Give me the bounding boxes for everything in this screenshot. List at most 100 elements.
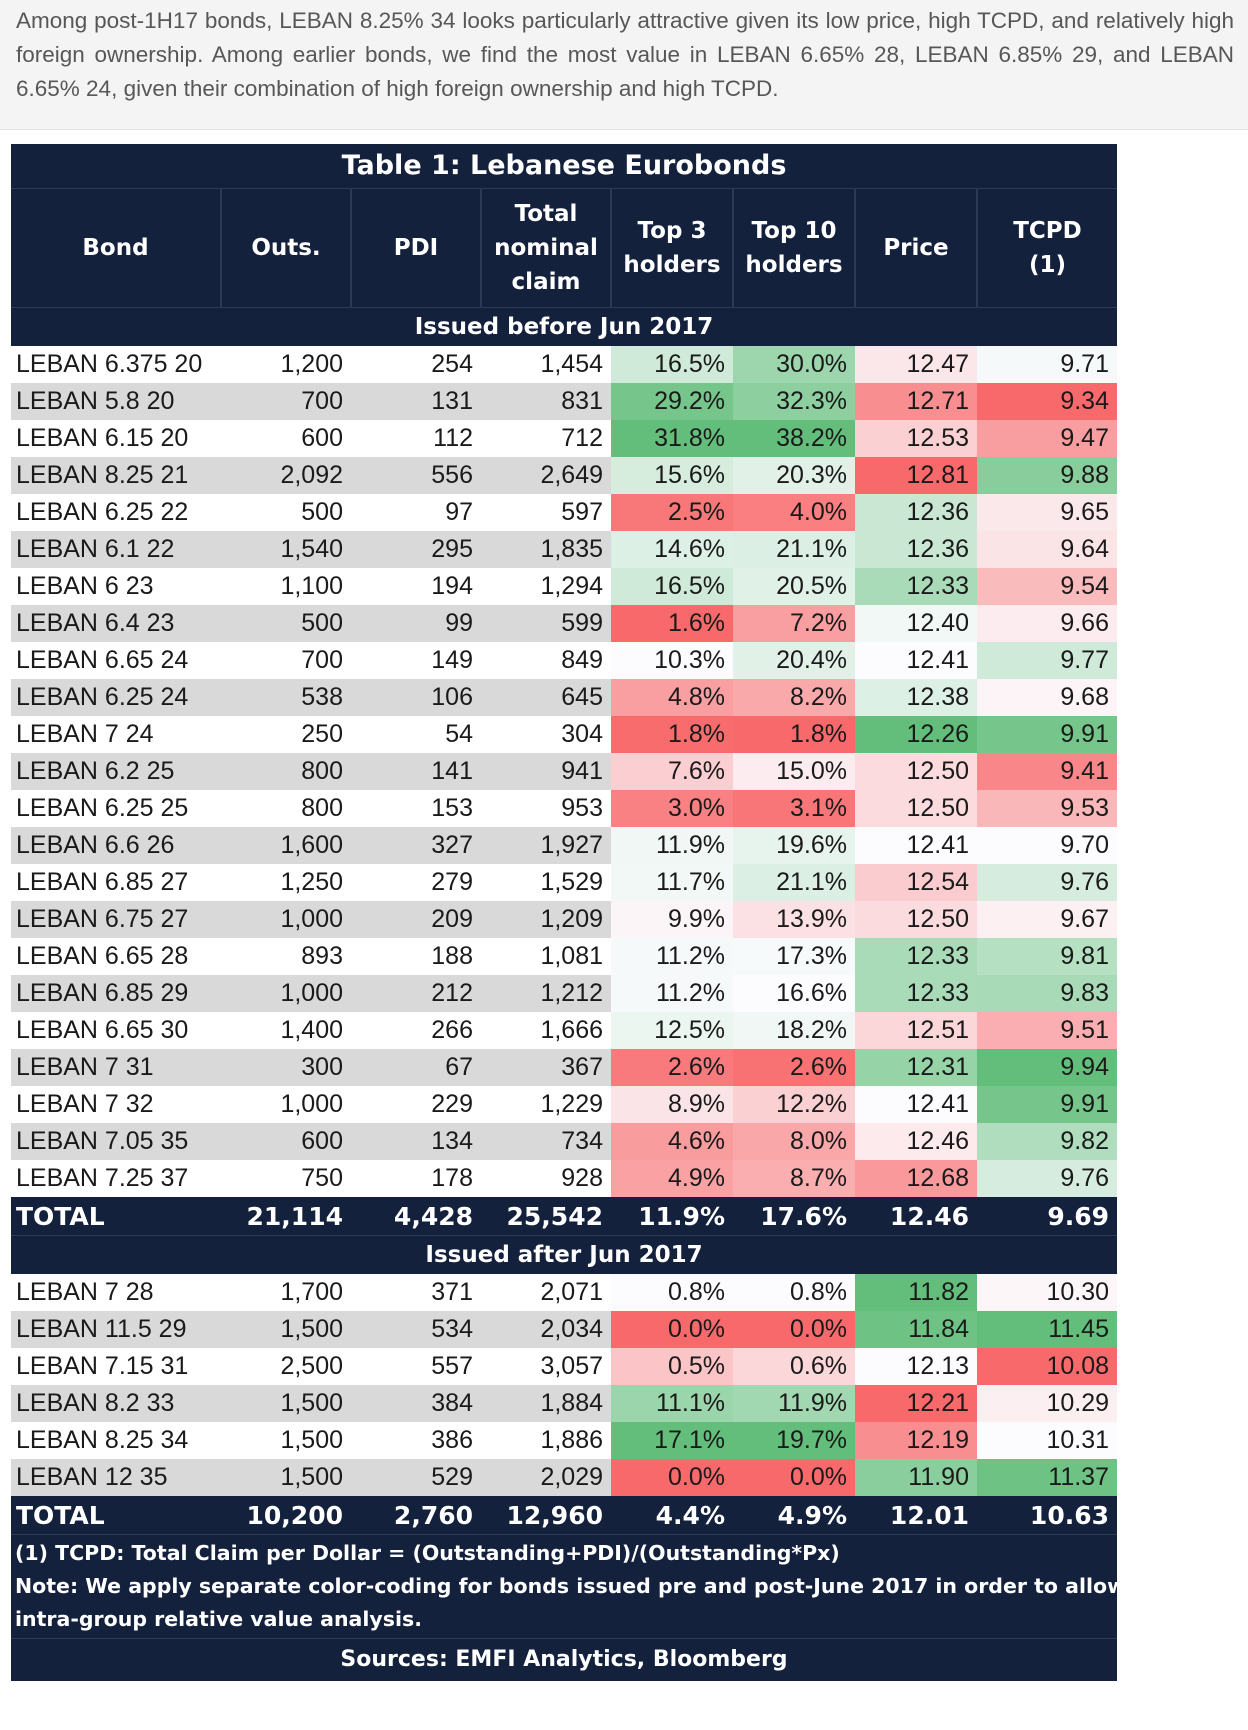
table-row: LEBAN 7 28 1,700 371 2,071 0.8% 0.8% 11.82 10.3… — [11, 1274, 1117, 1311]
cell-outstanding: 1,000 — [221, 975, 351, 1012]
cell-top10: 20.5% — [733, 568, 855, 605]
cell-total-claim: 1,835 — [481, 531, 611, 568]
cell-pdi: 209 — [351, 901, 481, 938]
cell-price: 12.68 — [855, 1160, 977, 1197]
cell-tcpd: 9.81 — [977, 938, 1117, 975]
cell-total-claim: 1,454 — [481, 346, 611, 383]
cell-price: 12.46 — [855, 1123, 977, 1160]
header-outstanding: Outs. — [220, 188, 351, 308]
cell-outstanding: 2,500 — [221, 1348, 351, 1385]
cell-tcpd: 9.91 — [977, 716, 1117, 753]
header-bond: Bond — [11, 188, 221, 308]
cell-bond: LEBAN 5.8 20 — [11, 383, 221, 420]
cell-bond: LEBAN 6.2 25 — [11, 753, 221, 790]
table-row: LEBAN 6.375 20 1,200 254 1,454 16.5% 30.0% 12.… — [11, 346, 1117, 383]
cell-outstanding: 800 — [221, 790, 351, 827]
cell-tcpd: 9.66 — [977, 605, 1117, 642]
cell-total-claim: 734 — [481, 1123, 611, 1160]
cell-top10: 1.8% — [733, 716, 855, 753]
cell-top10: 4.0% — [733, 494, 855, 531]
cell-price: 12.50 — [855, 753, 977, 790]
cell-price: 12.33 — [855, 568, 977, 605]
cell-total-claim: 645 — [481, 679, 611, 716]
cell-pdi: 106 — [351, 679, 481, 716]
cell-top10: 21.1% — [733, 864, 855, 901]
cell-top10: 18.2% — [733, 1012, 855, 1049]
table-row: LEBAN 6.2 25 800 141 941 7.6% 15.0% 12.50 9.41 — [11, 753, 1117, 790]
cell-total-claim: 941 — [481, 753, 611, 790]
cell-tcpd: 9.64 — [977, 531, 1117, 568]
cell-top10: 0.8% — [733, 1274, 855, 1311]
cell-outstanding: 1,700 — [221, 1274, 351, 1311]
cell-outstanding: 1,600 — [221, 827, 351, 864]
cell-top3: 8.9% — [611, 1086, 733, 1123]
cell-tcpd: 9.67 — [977, 901, 1117, 938]
cell-top3: 14.6% — [611, 531, 733, 568]
cell-outstanding: 700 — [221, 642, 351, 679]
cell-pdi: 295 — [351, 531, 481, 568]
cell-top10: 32.3% — [733, 383, 855, 420]
cell-total-claim: 1,886 — [481, 1422, 611, 1459]
cell-pdi: 134 — [351, 1123, 481, 1160]
cell-total-claim: 2,649 — [481, 457, 611, 494]
cell-pdi: 54 — [351, 716, 481, 753]
cell-tcpd: 9.70 — [977, 827, 1117, 864]
cell-price: 12.36 — [855, 531, 977, 568]
cell-price: 12.53 — [855, 420, 977, 457]
cell-total-claim: 1,212 — [481, 975, 611, 1012]
cell-bond: LEBAN 6.6 26 — [11, 827, 221, 864]
table-row: LEBAN 11.5 29 1,500 534 2,034 0.0% 0.0% 11.84 1… — [11, 1311, 1117, 1348]
cell-price: 11.82 — [855, 1274, 977, 1311]
cell-total-claim: 2,071 — [481, 1274, 611, 1311]
table-row: LEBAN 7 24 250 54 304 1.8% 1.8% 12.26 9.91 — [11, 716, 1117, 753]
cell-top10: 30.0% — [733, 346, 855, 383]
cell-bond: LEBAN 6.25 22 — [11, 494, 221, 531]
cell-bond: LEBAN 6.75 27 — [11, 901, 221, 938]
cell-tcpd: 9.76 — [977, 1160, 1117, 1197]
cell-total-claim: 712 — [481, 420, 611, 457]
cell-tcpd: 9.94 — [977, 1049, 1117, 1086]
cell-tcpd: 9.88 — [977, 457, 1117, 494]
cell-tcpd: 9.77 — [977, 642, 1117, 679]
cell-tcpd: 11.37 — [977, 1459, 1117, 1496]
cell-total-claim: 1,294 — [481, 568, 611, 605]
cell-top3: 4.9% — [611, 1160, 733, 1197]
cell-outstanding: 750 — [221, 1160, 351, 1197]
cell-total-claim: 3,057 — [481, 1348, 611, 1385]
cell-bond: LEBAN 7 28 — [11, 1274, 221, 1311]
cell-pdi: 178 — [351, 1160, 481, 1197]
cell-outstanding: 300 — [221, 1049, 351, 1086]
cell-price: 12.13 — [855, 1348, 977, 1385]
cell-price: 12.40 — [855, 605, 977, 642]
cell-pdi: 386 — [351, 1422, 481, 1459]
total-top3: 11.9% — [611, 1197, 733, 1236]
cell-total-claim: 304 — [481, 716, 611, 753]
cell-tcpd: 9.65 — [977, 494, 1117, 531]
cell-top10: 11.9% — [733, 1385, 855, 1422]
cell-top10: 12.2% — [733, 1086, 855, 1123]
cell-tcpd: 10.31 — [977, 1422, 1117, 1459]
cell-top10: 8.0% — [733, 1123, 855, 1160]
cell-top10: 13.9% — [733, 901, 855, 938]
cell-tcpd: 10.30 — [977, 1274, 1117, 1311]
cell-top10: 8.7% — [733, 1160, 855, 1197]
cell-bond: LEBAN 7 31 — [11, 1049, 221, 1086]
cell-price: 12.41 — [855, 1086, 977, 1123]
cell-total-claim: 2,034 — [481, 1311, 611, 1348]
cell-pdi: 112 — [351, 420, 481, 457]
cell-top3: 3.0% — [611, 790, 733, 827]
cell-total-claim: 2,029 — [481, 1459, 611, 1496]
total-tcpd: 9.69 — [977, 1197, 1117, 1236]
cell-outstanding: 1,000 — [221, 1086, 351, 1123]
total-bond: TOTAL — [11, 1197, 221, 1236]
cell-top3: 11.9% — [611, 827, 733, 864]
cell-top3: 0.5% — [611, 1348, 733, 1385]
cell-pdi: 529 — [351, 1459, 481, 1496]
cell-total-claim: 1,209 — [481, 901, 611, 938]
cell-total-claim: 953 — [481, 790, 611, 827]
cell-outstanding: 2,092 — [221, 457, 351, 494]
cell-top3: 1.6% — [611, 605, 733, 642]
header-row: Bond Outs. PDI Total nominal claim Top 3… — [11, 188, 1117, 308]
cell-tcpd: 9.82 — [977, 1123, 1117, 1160]
cell-top3: 16.5% — [611, 568, 733, 605]
